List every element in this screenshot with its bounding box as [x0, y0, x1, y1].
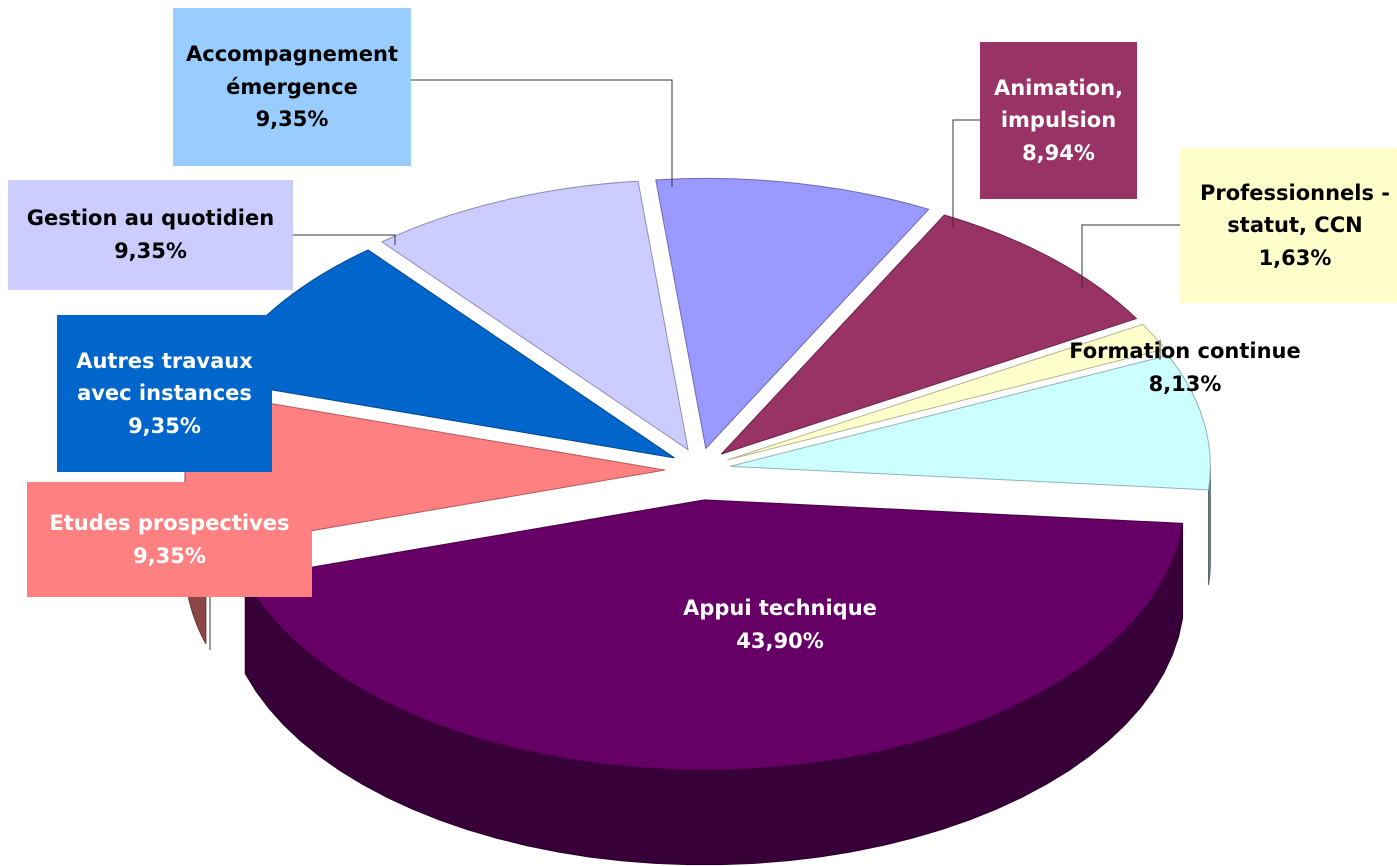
- value-label: 1,63%: [1258, 245, 1332, 270]
- data-label: Accompagnement émergence 9,35%: [173, 8, 411, 166]
- leader-line: [952, 119, 980, 228]
- value-label: 9,35%: [133, 543, 206, 568]
- category-label: Formation continue: [1069, 338, 1301, 363]
- slice: [727, 323, 1166, 461]
- data-label: Formation continue 8,13%: [1040, 320, 1330, 415]
- category-label: Appui technique: [683, 596, 877, 621]
- leader-line: [1081, 224, 1180, 288]
- data-label: Appui technique 43,90%: [660, 575, 900, 675]
- category-label: Etudes prospectives: [49, 510, 290, 535]
- data-label: Etudes prospectives 9,35%: [27, 482, 312, 597]
- value-label: 8,94%: [1022, 140, 1095, 165]
- category-label: Accompagnement émergence: [186, 42, 398, 99]
- category-label: Animation, impulsion: [993, 75, 1124, 133]
- value-label: 9,35%: [255, 107, 329, 132]
- value-label: 9,35%: [128, 413, 201, 438]
- data-label: Animation, impulsion 8,94%: [980, 42, 1137, 199]
- category-label: Gestion au quotidien: [26, 206, 275, 231]
- value-label: 43,90%: [736, 629, 824, 653]
- slice: [655, 177, 930, 450]
- slice: [380, 180, 689, 451]
- value-label: 8,13%: [1148, 371, 1222, 396]
- data-label: Autres travaux avec instances 9,35%: [57, 315, 272, 472]
- data-label: Professionnels - statut, CCN 1,63%: [1180, 148, 1397, 303]
- slice: [720, 214, 1138, 455]
- leader-line: [411, 79, 673, 187]
- slice: [244, 499, 1184, 771]
- leader-line: [293, 234, 396, 245]
- category-label: Autres travaux avec instances: [76, 348, 253, 406]
- category-label: Professionnels - statut, CCN: [1199, 180, 1391, 238]
- value-label: 9,35%: [114, 239, 187, 263]
- data-label: Gestion au quotidien 9,35%: [8, 180, 293, 290]
- slice: [730, 354, 1211, 491]
